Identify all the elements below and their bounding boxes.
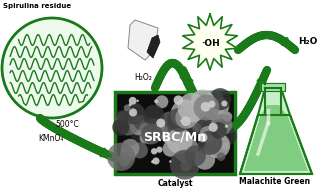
Circle shape	[200, 118, 226, 144]
Polygon shape	[128, 20, 158, 60]
Circle shape	[155, 95, 168, 108]
Circle shape	[198, 131, 222, 155]
Circle shape	[2, 18, 102, 118]
Text: Catalyst: Catalyst	[157, 179, 193, 188]
Circle shape	[185, 145, 206, 166]
Circle shape	[124, 105, 130, 111]
Circle shape	[163, 141, 179, 157]
Circle shape	[173, 137, 199, 162]
Circle shape	[167, 108, 191, 132]
Circle shape	[138, 122, 161, 144]
Circle shape	[136, 100, 139, 102]
Circle shape	[151, 148, 157, 154]
Text: H₂O₂: H₂O₂	[134, 73, 152, 82]
Polygon shape	[240, 88, 312, 174]
Circle shape	[112, 119, 129, 136]
Circle shape	[140, 133, 150, 143]
Circle shape	[211, 97, 229, 116]
Circle shape	[199, 126, 216, 143]
Circle shape	[142, 119, 166, 142]
Circle shape	[218, 127, 237, 145]
Circle shape	[154, 122, 165, 132]
Circle shape	[206, 97, 212, 103]
Circle shape	[128, 103, 132, 106]
FancyBboxPatch shape	[115, 92, 235, 174]
Circle shape	[120, 145, 137, 161]
Circle shape	[201, 102, 210, 112]
Polygon shape	[261, 83, 285, 91]
Circle shape	[211, 114, 232, 135]
Circle shape	[208, 101, 215, 108]
Circle shape	[222, 112, 232, 122]
Circle shape	[182, 127, 198, 143]
Circle shape	[128, 115, 142, 129]
Text: KMnO₄: KMnO₄	[38, 134, 63, 143]
Circle shape	[123, 103, 145, 125]
Circle shape	[121, 139, 139, 157]
Circle shape	[170, 150, 200, 180]
Polygon shape	[147, 35, 160, 58]
Circle shape	[188, 125, 199, 136]
Circle shape	[180, 119, 183, 122]
Circle shape	[192, 123, 201, 132]
Polygon shape	[244, 105, 308, 171]
Circle shape	[180, 160, 192, 171]
Circle shape	[221, 101, 227, 107]
Circle shape	[195, 110, 214, 129]
Circle shape	[208, 123, 218, 132]
Circle shape	[129, 108, 137, 116]
Text: SRBC/Mn: SRBC/Mn	[143, 130, 207, 143]
Circle shape	[115, 110, 140, 136]
Text: 500°C: 500°C	[55, 120, 79, 129]
Circle shape	[212, 103, 228, 119]
Circle shape	[191, 90, 215, 113]
Circle shape	[217, 152, 225, 161]
Circle shape	[194, 94, 219, 120]
Circle shape	[205, 133, 230, 158]
Circle shape	[151, 160, 154, 163]
Circle shape	[198, 133, 208, 142]
Circle shape	[141, 123, 162, 145]
Circle shape	[171, 99, 200, 129]
Circle shape	[132, 142, 148, 158]
Circle shape	[118, 154, 131, 166]
Circle shape	[129, 115, 158, 144]
Circle shape	[107, 143, 135, 171]
Circle shape	[167, 128, 193, 154]
Circle shape	[195, 149, 215, 170]
Circle shape	[159, 112, 181, 133]
Circle shape	[152, 157, 160, 165]
Circle shape	[181, 116, 191, 126]
Circle shape	[163, 136, 170, 143]
Circle shape	[175, 107, 198, 129]
Circle shape	[169, 160, 172, 163]
Text: H₂O: H₂O	[298, 37, 318, 46]
Circle shape	[154, 124, 168, 139]
Polygon shape	[183, 14, 237, 70]
Circle shape	[139, 123, 152, 136]
Circle shape	[221, 143, 229, 150]
Circle shape	[154, 99, 158, 103]
Circle shape	[174, 95, 183, 105]
Circle shape	[177, 105, 184, 112]
Circle shape	[130, 119, 147, 135]
Circle shape	[178, 93, 207, 122]
Circle shape	[209, 88, 231, 110]
Circle shape	[134, 115, 149, 130]
Circle shape	[205, 90, 224, 109]
Circle shape	[203, 144, 212, 153]
Circle shape	[116, 110, 129, 123]
Circle shape	[225, 125, 228, 128]
Circle shape	[144, 105, 164, 125]
Circle shape	[210, 122, 227, 139]
Circle shape	[156, 119, 165, 128]
Text: Spirulina residue: Spirulina residue	[3, 3, 71, 9]
Circle shape	[129, 97, 137, 105]
Text: Malachite Green: Malachite Green	[239, 177, 310, 186]
Text: ·OH: ·OH	[201, 40, 219, 49]
Circle shape	[156, 146, 162, 153]
Circle shape	[202, 98, 224, 120]
